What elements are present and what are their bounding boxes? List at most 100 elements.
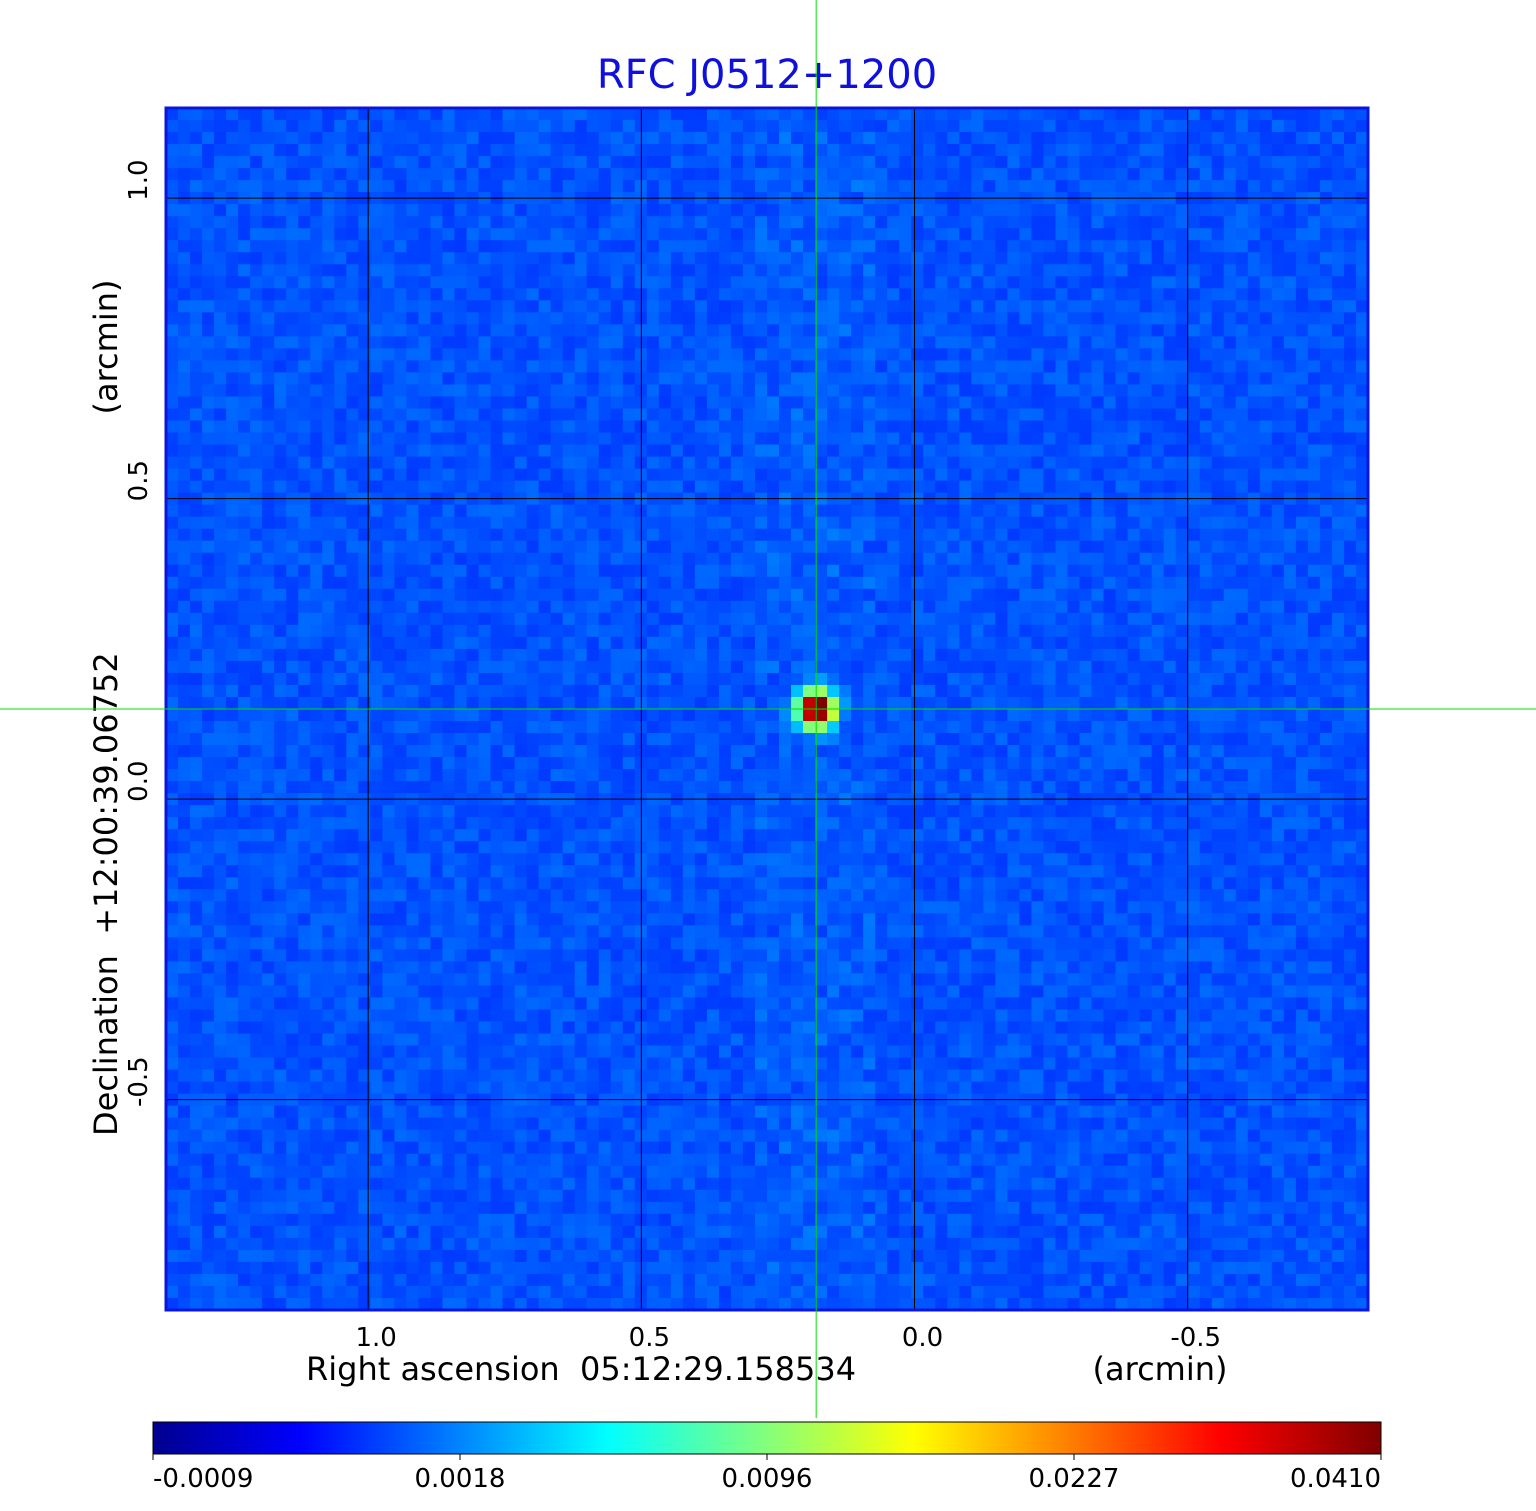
image-pixel (959, 408, 972, 422)
image-pixel (1139, 540, 1153, 554)
image-pixel (1007, 144, 1021, 157)
image-pixel (971, 360, 984, 374)
image-pixel (670, 228, 684, 241)
image-pixel (562, 636, 576, 650)
image-pixel (839, 300, 852, 313)
image-pixel (827, 252, 840, 265)
image-pixel (971, 504, 984, 518)
image-pixel (779, 168, 792, 181)
image-pixel (827, 564, 840, 578)
image-pixel (1043, 504, 1057, 518)
image-pixel (1163, 636, 1177, 650)
image-pixel (1211, 204, 1225, 217)
image-pixel (1175, 660, 1189, 674)
image-pixel (346, 528, 359, 542)
image-pixel (274, 216, 287, 229)
image-pixel (346, 420, 359, 434)
image-pixel (863, 264, 876, 277)
image-pixel (779, 120, 792, 133)
image-pixel (286, 240, 299, 253)
image-pixel (1223, 156, 1237, 169)
image-pixel (370, 372, 383, 386)
image-pixel (1019, 432, 1033, 446)
image-pixel (827, 120, 840, 133)
image-pixel (382, 624, 395, 638)
image-pixel (1163, 660, 1177, 674)
image-pixel (706, 444, 720, 458)
image-pixel (454, 552, 468, 566)
image-pixel (1115, 384, 1129, 398)
image-pixel (622, 324, 636, 337)
image-pixel (911, 360, 924, 374)
image-pixel (622, 540, 636, 554)
image-pixel (971, 204, 984, 217)
image-pixel (310, 648, 323, 662)
image-pixel (1235, 420, 1249, 434)
image-pixel (1223, 540, 1237, 554)
image-pixel (322, 432, 335, 446)
image-pixel (574, 504, 588, 518)
image-pixel (1175, 456, 1189, 470)
image-pixel (1283, 108, 1297, 121)
image-pixel (214, 564, 227, 578)
image-pixel (971, 288, 984, 301)
image-pixel (226, 396, 239, 410)
image-pixel (754, 480, 768, 494)
image-pixel (971, 348, 984, 362)
image-pixel (1103, 612, 1117, 626)
image-pixel (586, 432, 600, 446)
image-pixel (718, 576, 732, 590)
image-pixel (214, 216, 227, 229)
image-pixel (610, 384, 624, 398)
image-pixel (322, 264, 335, 277)
image-pixel (334, 408, 347, 422)
image-pixel (742, 600, 756, 614)
image-pixel (226, 600, 239, 614)
image-pixel (1055, 528, 1069, 542)
image-pixel (863, 468, 876, 482)
image-pixel (1163, 372, 1177, 386)
image-pixel (923, 468, 936, 482)
image-pixel (718, 516, 732, 530)
image-pixel (646, 252, 660, 265)
image-pixel (166, 312, 179, 325)
image-pixel (274, 324, 287, 337)
image-pixel (322, 396, 335, 410)
image-pixel (346, 408, 359, 422)
image-pixel (1247, 264, 1261, 277)
image-pixel (851, 564, 864, 578)
image-pixel (1055, 672, 1069, 686)
image-pixel (526, 648, 540, 662)
image-pixel (502, 276, 516, 289)
image-pixel (1307, 396, 1321, 410)
image-pixel (851, 312, 864, 325)
image-pixel (406, 228, 420, 241)
image-pixel (1223, 300, 1237, 313)
image-pixel (1115, 600, 1129, 614)
image-pixel (1295, 588, 1309, 602)
image-pixel (346, 696, 359, 710)
image-pixel (598, 660, 612, 674)
image-pixel (286, 504, 299, 518)
image-pixel (779, 444, 792, 458)
image-pixel (1187, 600, 1201, 614)
image-pixel (394, 324, 407, 337)
image-pixel (574, 444, 588, 458)
image-pixel (538, 180, 552, 193)
image-pixel (971, 408, 984, 422)
image-pixel (658, 420, 672, 434)
image-pixel (1139, 336, 1153, 349)
image-pixel (490, 288, 504, 301)
image-pixel (310, 552, 323, 566)
image-pixel (190, 456, 203, 470)
image-pixel (526, 540, 540, 554)
image-pixel (538, 240, 552, 253)
image-pixel (1355, 576, 1369, 590)
image-pixel (1163, 468, 1177, 482)
image-pixel (610, 408, 624, 422)
image-pixel (1235, 456, 1249, 470)
image-pixel (214, 552, 227, 566)
image-pixel (286, 600, 299, 614)
image-pixel (1067, 336, 1081, 349)
image-pixel (1139, 636, 1153, 650)
